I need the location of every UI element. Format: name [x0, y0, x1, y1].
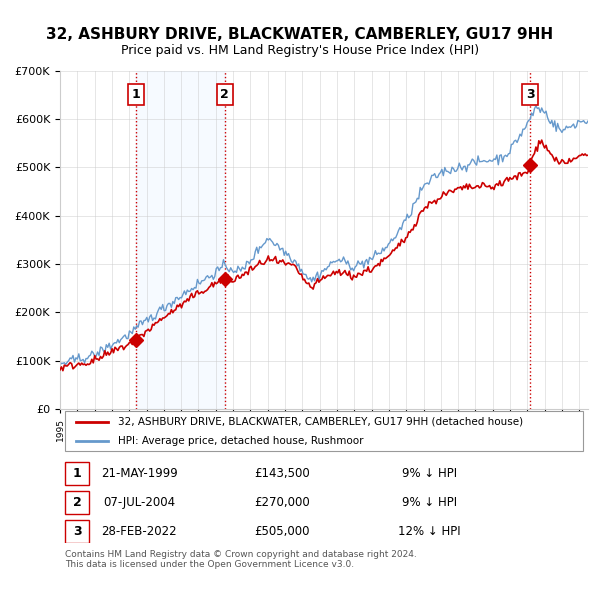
Text: HPI: Average price, detached house, Rushmoor: HPI: Average price, detached house, Rush…: [118, 436, 364, 446]
Text: 28-FEB-2022: 28-FEB-2022: [101, 526, 177, 539]
Text: £143,500: £143,500: [254, 467, 310, 480]
Text: 32, ASHBURY DRIVE, BLACKWATER, CAMBERLEY, GU17 9HH (detached house): 32, ASHBURY DRIVE, BLACKWATER, CAMBERLEY…: [118, 417, 523, 427]
FancyBboxPatch shape: [65, 411, 583, 451]
Text: 07-JUL-2004: 07-JUL-2004: [103, 496, 175, 509]
Text: 21-MAY-1999: 21-MAY-1999: [101, 467, 178, 480]
Text: 9% ↓ HPI: 9% ↓ HPI: [402, 467, 457, 480]
Text: 1: 1: [131, 88, 140, 101]
FancyBboxPatch shape: [65, 461, 89, 485]
FancyBboxPatch shape: [65, 491, 89, 514]
FancyBboxPatch shape: [65, 520, 89, 543]
Text: 3: 3: [73, 526, 82, 539]
Bar: [136, 71, 225, 409]
Text: 32, ASHBURY DRIVE, BLACKWATER, CAMBERLEY, GU17 9HH: 32, ASHBURY DRIVE, BLACKWATER, CAMBERLEY…: [46, 27, 554, 41]
Text: Price paid vs. HM Land Registry's House Price Index (HPI): Price paid vs. HM Land Registry's House …: [121, 44, 479, 57]
Text: 12% ↓ HPI: 12% ↓ HPI: [398, 526, 461, 539]
Text: 2: 2: [73, 496, 82, 509]
Text: 2: 2: [220, 88, 229, 101]
Text: £270,000: £270,000: [254, 496, 310, 509]
Text: 9% ↓ HPI: 9% ↓ HPI: [402, 496, 457, 509]
Text: Contains HM Land Registry data © Crown copyright and database right 2024.
This d: Contains HM Land Registry data © Crown c…: [65, 550, 417, 569]
Text: 1: 1: [73, 467, 82, 480]
Text: 3: 3: [526, 88, 535, 101]
Text: £505,000: £505,000: [254, 526, 310, 539]
